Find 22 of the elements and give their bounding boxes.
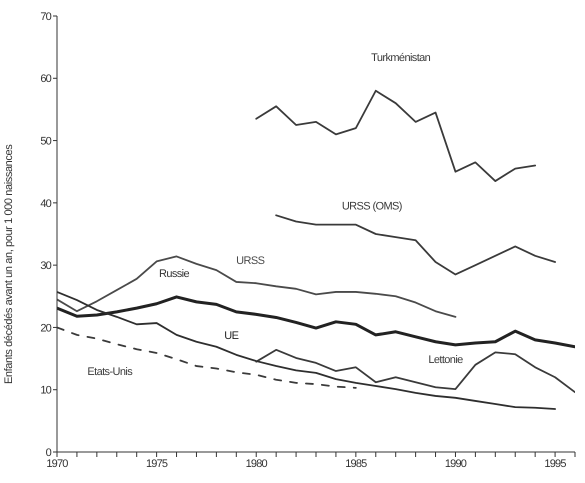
- x-tick-label: 1980: [246, 458, 268, 470]
- y-tick-label: 60: [40, 73, 52, 86]
- y-tick-label: 10: [40, 384, 52, 397]
- x-tick-label: 1990: [444, 458, 467, 470]
- y-tick-label: 40: [40, 198, 52, 210]
- y-tick-label: 70: [40, 10, 52, 23]
- series-label: Lettonie: [428, 354, 464, 366]
- y-tick-label: 30: [40, 260, 52, 272]
- y-tick-label: 20: [40, 322, 52, 334]
- y-tick-label: 50: [40, 135, 52, 148]
- x-tick-label: 1970: [46, 458, 68, 470]
- series-label: UE: [224, 330, 239, 342]
- annotation: Russie: [158, 268, 190, 280]
- y-axis-title: Enfants décédés avant un an, pour 1 000 naissances: [2, 144, 15, 384]
- text: Turkménistan: [371, 52, 431, 64]
- series-label: URSS (OMS): [342, 200, 402, 213]
- x-tick-label: 1985: [345, 458, 368, 470]
- x-tick-label: 1995: [544, 458, 566, 470]
- series-label: Etats-Unis: [87, 366, 134, 378]
- x-tick-label: 1975: [146, 458, 168, 470]
- series-label: URSS: [236, 255, 265, 268]
- y-tick-label: 0: [46, 446, 52, 459]
